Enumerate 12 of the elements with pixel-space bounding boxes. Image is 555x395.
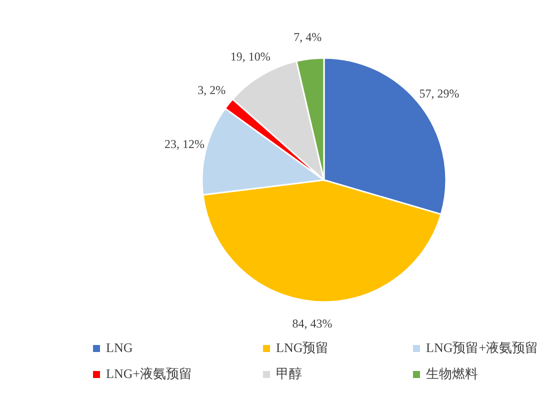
legend-label: LNG预留+液氨预留	[426, 339, 538, 357]
data-label: 84, 43%	[292, 316, 332, 331]
data-label: 23, 12%	[164, 137, 205, 152]
data-label: 19, 10%	[230, 49, 270, 64]
legend-label: LNG	[106, 340, 133, 356]
legend-label: LNG预留	[276, 339, 329, 357]
data-label: 57, 29%	[419, 86, 460, 101]
legend-label: 生物燃料	[426, 365, 478, 383]
data-label: 7, 4%	[294, 30, 322, 44]
legend-label: LNG+液氨预留	[106, 365, 192, 383]
legend-label: 甲醇	[276, 365, 302, 383]
data-label: 3, 2%	[198, 82, 226, 97]
